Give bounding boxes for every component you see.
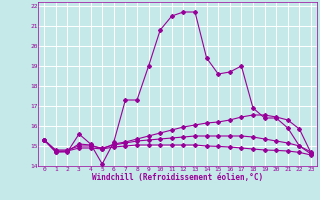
X-axis label: Windchill (Refroidissement éolien,°C): Windchill (Refroidissement éolien,°C) bbox=[92, 173, 263, 182]
